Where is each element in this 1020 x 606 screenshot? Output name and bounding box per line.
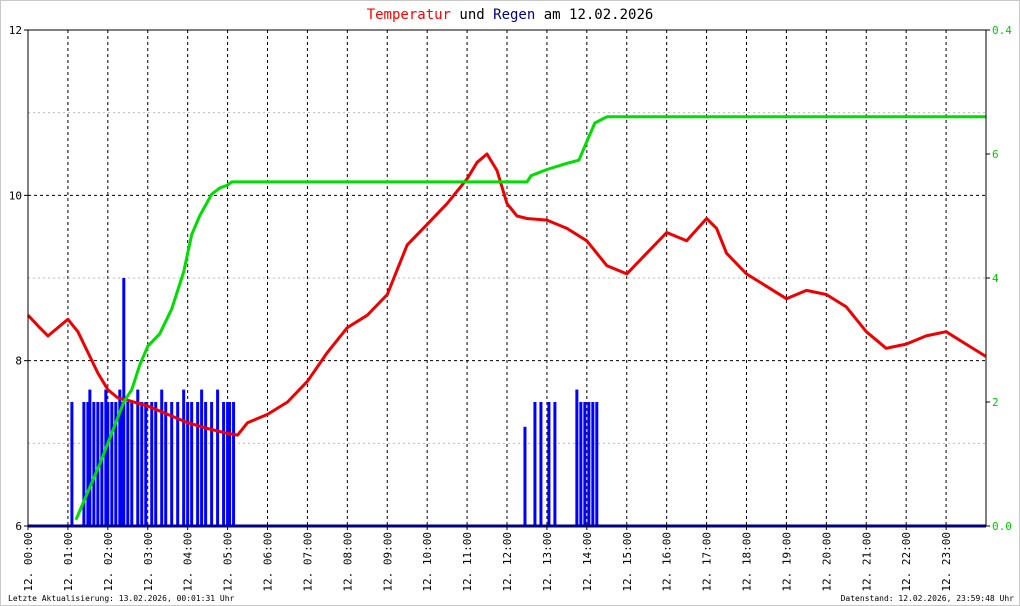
- x-tick-label: 12. 06:00: [262, 532, 275, 592]
- rain-bar: [144, 402, 148, 526]
- rain-bar: [164, 402, 168, 526]
- rain-bar: [118, 389, 122, 526]
- rain-bar: [70, 402, 74, 526]
- rain-bar: [136, 389, 140, 526]
- rain-bar: [190, 402, 194, 526]
- rain-bar: [96, 402, 100, 526]
- rain-bar: [523, 426, 527, 526]
- x-tick-label: 12. 17:00: [701, 532, 714, 592]
- rain-bar: [106, 402, 110, 526]
- title-date: am 12.02.2026: [535, 7, 653, 23]
- rain-bar: [160, 389, 164, 526]
- x-tick-label: 12. 19:00: [780, 532, 793, 592]
- x-tick-label: 12. 20:00: [820, 532, 833, 592]
- rain-bar: [100, 402, 104, 526]
- rain-bar: [186, 402, 190, 526]
- y-left-tick-label: 8: [15, 355, 22, 368]
- rain-bar: [228, 402, 232, 526]
- rain-bar: [150, 402, 154, 526]
- y-right-tick-label: 6: [992, 148, 999, 161]
- y-right-tick-label: 0.4: [992, 24, 1012, 37]
- rain-bar: [553, 402, 557, 526]
- x-tick-label: 12. 21:00: [860, 532, 873, 592]
- rain-bar: [547, 402, 551, 526]
- rain-bar: [196, 402, 200, 526]
- rain-bar: [104, 389, 108, 526]
- y-left-tick-label: 6: [15, 520, 22, 533]
- y-left-tick-label: 10: [9, 189, 22, 202]
- x-tick-label: 12. 13:00: [541, 532, 554, 592]
- rain-bar: [539, 402, 543, 526]
- rain-bar: [595, 402, 599, 526]
- rain-bar: [140, 402, 144, 526]
- rain-bar: [88, 389, 92, 526]
- x-tick-label: 12. 15:00: [621, 532, 634, 592]
- rain-bar: [575, 389, 579, 526]
- x-tick-label: 12. 09:00: [381, 532, 394, 592]
- footer-data-status: Datenstand: 12.02.2026, 23:59:48 Uhr: [841, 594, 1015, 603]
- grid: [28, 30, 986, 526]
- x-tick-label: 12. 04:00: [182, 532, 195, 592]
- rain-bar: [204, 402, 208, 526]
- chart-title: Temperatur und Regen am 12.02.2026: [367, 7, 654, 23]
- x-tick-label: 12. 22:00: [900, 532, 913, 592]
- rain-bar: [533, 402, 537, 526]
- rain-bar: [591, 402, 595, 526]
- axes: 6 8 10 12 0.0 2 4 6 0.4 12. 00:00 12. 01:00 12. 02:…: [9, 24, 1012, 592]
- x-tick-label: 12. 08:00: [341, 532, 354, 592]
- x-tick-label: 12. 01:00: [62, 532, 75, 592]
- x-tick-label: 12. 16:00: [661, 532, 674, 592]
- x-tick-label: 12. 03:00: [142, 532, 155, 592]
- rain-bar: [126, 402, 130, 526]
- rain-bar: [130, 402, 134, 526]
- rain-bar: [86, 402, 90, 526]
- x-tick-label: 12. 12:00: [501, 532, 514, 592]
- rain-bar: [226, 402, 230, 526]
- y-left-tick-label: 12: [9, 24, 22, 37]
- x-tick-label: 12. 05:00: [222, 532, 235, 592]
- rain-bar: [200, 389, 204, 526]
- rain-bar: [232, 402, 236, 526]
- series-lines: [26, 115, 987, 521]
- rain-sum-line: [74, 115, 986, 521]
- x-tick-label: 12. 23:00: [940, 532, 953, 592]
- x-tick-label: 12. 14:00: [581, 532, 594, 592]
- x-tick-label: 12. 00:00: [22, 532, 35, 592]
- footer-last-update: Letzte Aktualisierung: 13.02.2026, 00:01…: [8, 594, 235, 603]
- y-right-tick-label: 0.0: [992, 520, 1012, 533]
- rain-bars: [70, 278, 599, 526]
- title-rain-word: Regen: [493, 7, 535, 23]
- x-tick-label: 12. 18:00: [741, 532, 754, 592]
- rain-bar: [154, 402, 158, 526]
- title-temperature-word: Temperatur: [367, 7, 451, 23]
- y-right-tick-label: 4: [992, 272, 999, 285]
- x-tick-label: 12. 10:00: [421, 532, 434, 592]
- x-tick-label: 12. 02:00: [102, 532, 115, 592]
- rain-bar: [222, 402, 226, 526]
- rain-bar: [110, 402, 114, 526]
- x-tick-label: 12. 11:00: [461, 532, 474, 592]
- rain-bar: [120, 402, 124, 526]
- rain-bar: [114, 402, 118, 526]
- rain-bar: [583, 402, 587, 526]
- rain-bar: [92, 402, 96, 526]
- rain-bar: [587, 402, 591, 526]
- rain-bar: [182, 389, 186, 526]
- title-and-word: und: [451, 7, 493, 23]
- rain-bar: [579, 402, 583, 526]
- rain-bar: [216, 389, 220, 526]
- rain-bar: [176, 402, 180, 526]
- y-right-tick-label: 2: [992, 396, 999, 409]
- rain-bar: [82, 402, 86, 526]
- rain-bar: [210, 402, 214, 526]
- x-tick-label: 12. 07:00: [301, 532, 314, 592]
- rain-bar: [170, 402, 174, 526]
